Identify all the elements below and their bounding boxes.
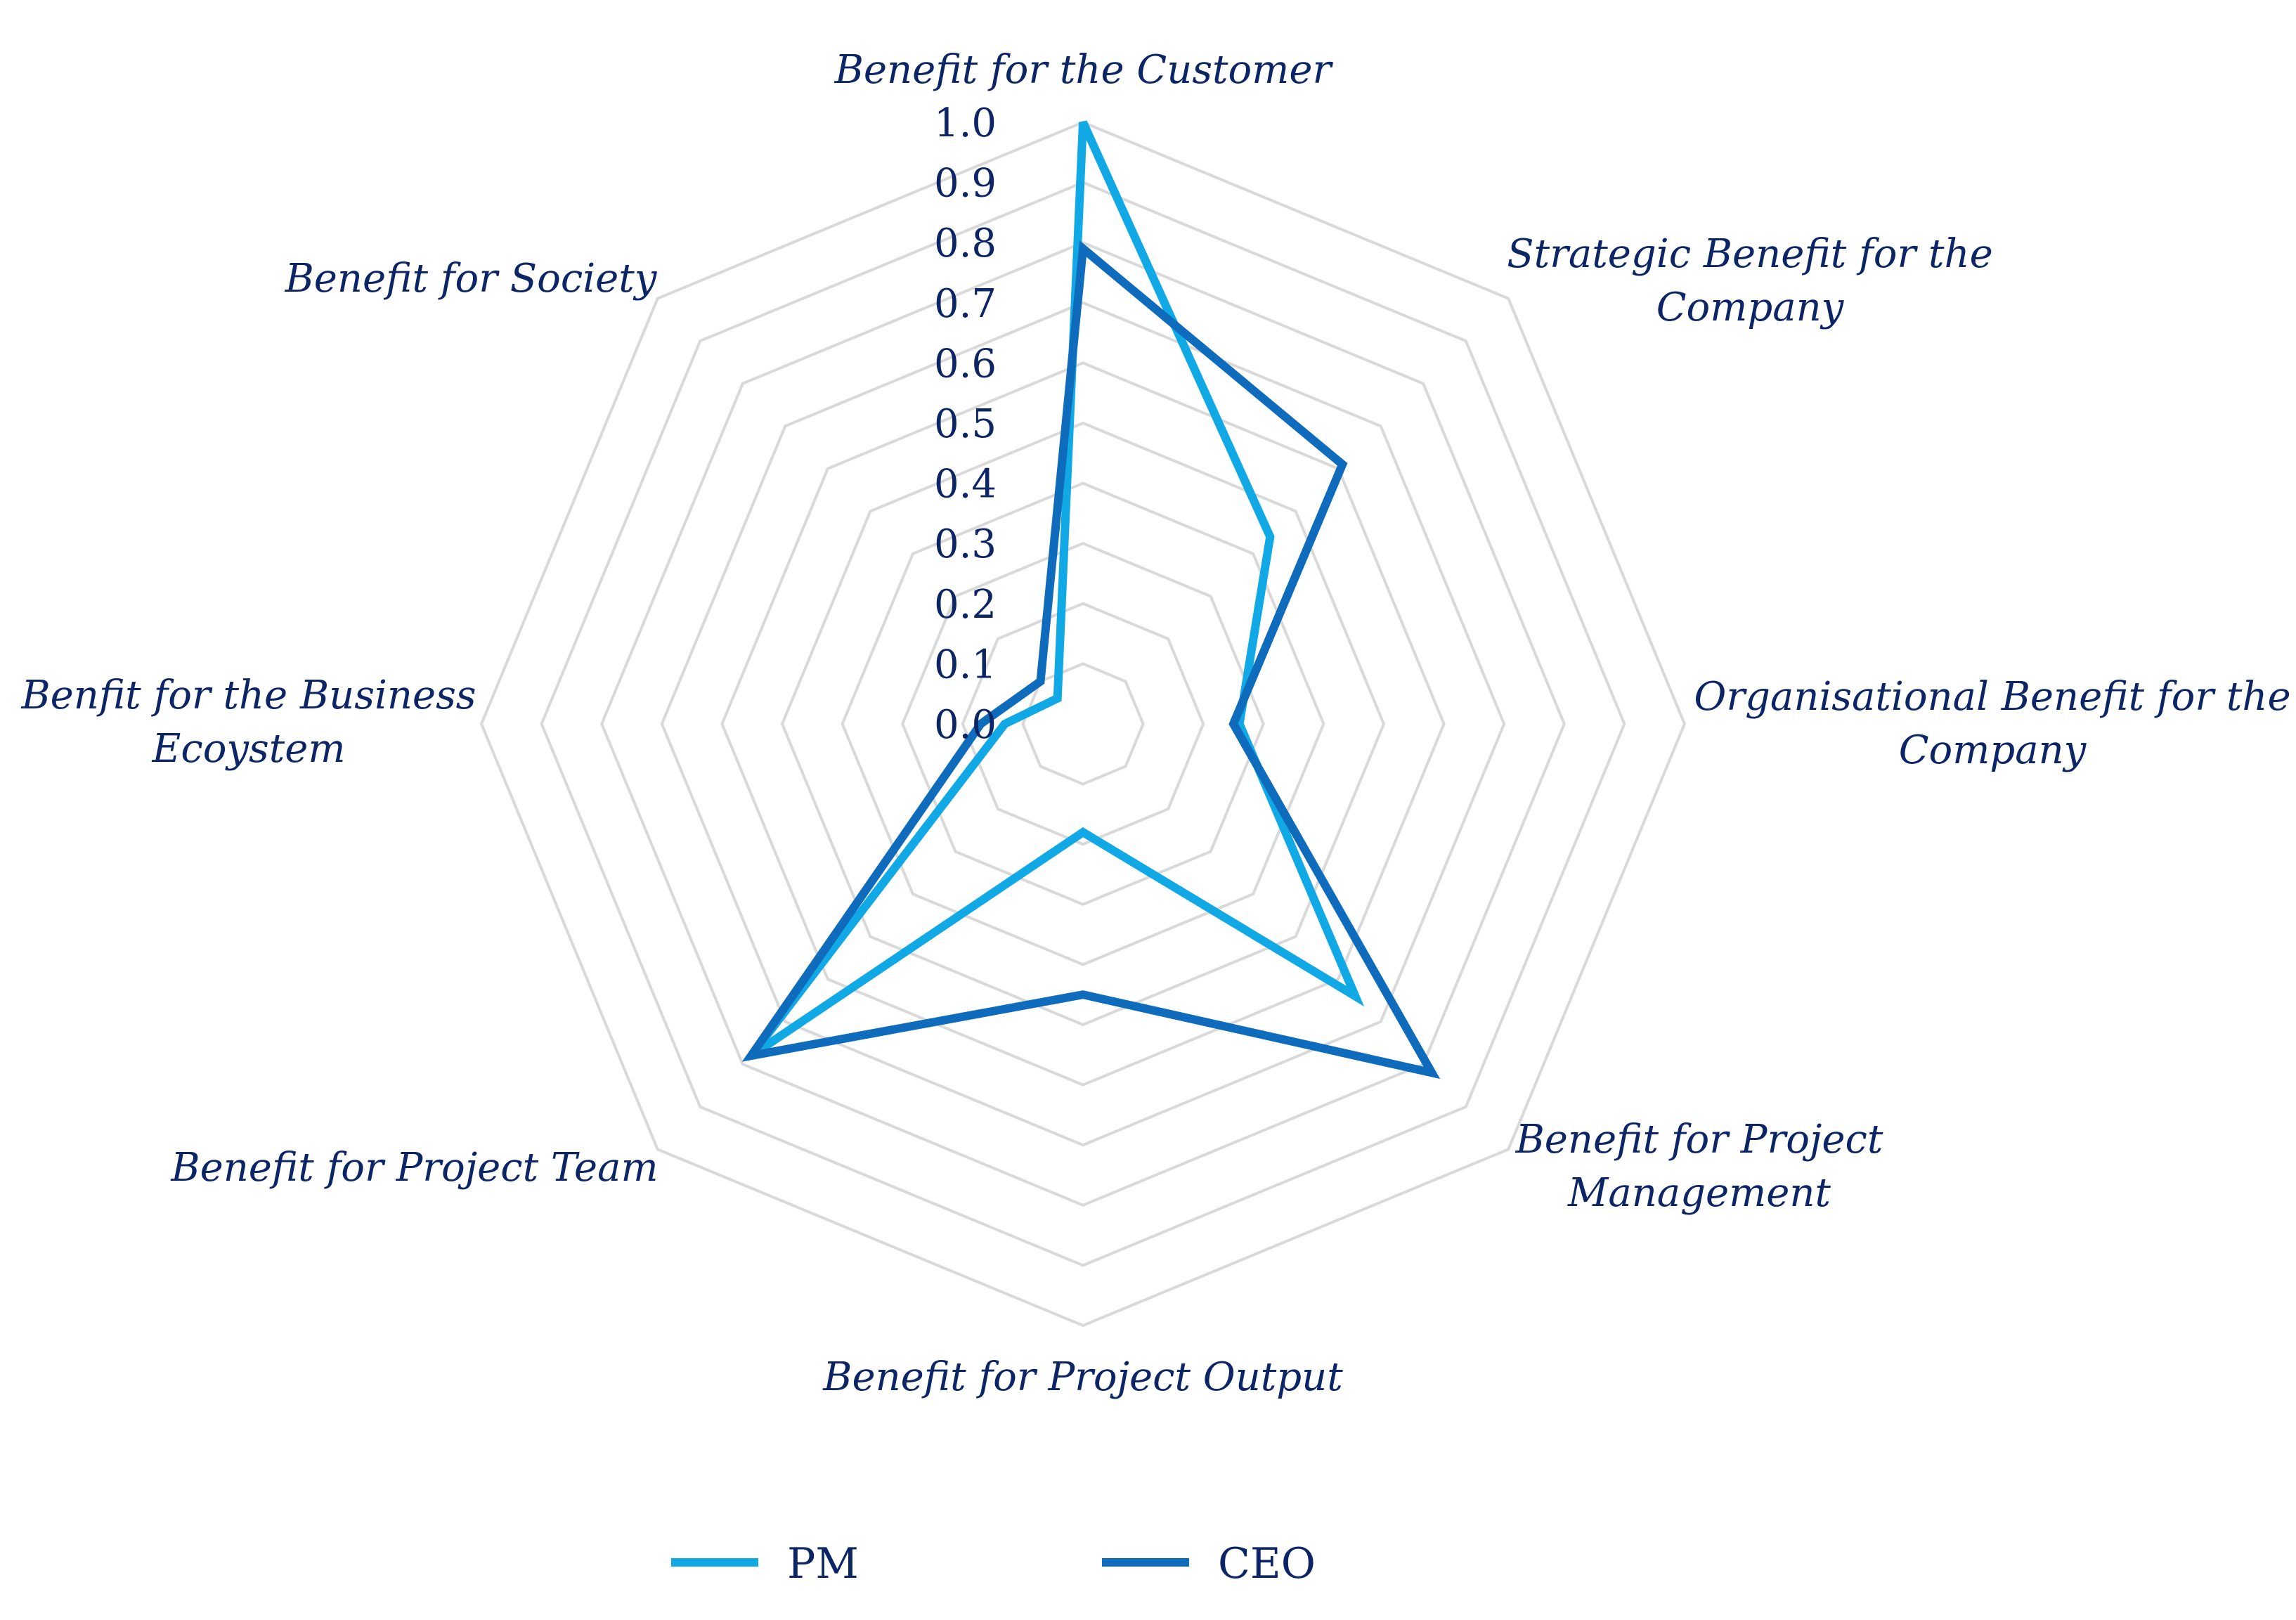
axis-label: Benefit for Society	[285, 256, 658, 302]
axis-labels: Benefit for the Customer Strategic Benefi…	[20, 47, 2290, 1400]
grid-ring	[1021, 662, 1145, 786]
tick-label: 1.0	[934, 101, 997, 146]
grid-ring	[841, 481, 1325, 966]
axis-label: Benefit for Project Management	[1515, 1117, 1883, 1216]
legend-label-pm: PM	[787, 1539, 859, 1588]
tick-label: 0.7	[934, 281, 997, 327]
tick-label: 0.6	[934, 341, 997, 387]
grid-ring	[540, 181, 1626, 1267]
tick-label: 0.9	[934, 161, 997, 207]
tick-label: 0.8	[934, 221, 997, 266]
grid-ring	[479, 120, 1687, 1328]
tick-label: 0.3	[934, 521, 997, 567]
series-pm-line	[748, 120, 1365, 1060]
grid-ring	[600, 241, 1566, 1207]
radial-tick-labels: 0.0 0.1 0.2 0.3 0.4 0.5 0.6 0.7 0.8 0.9 1.0	[934, 101, 997, 748]
grid-ring	[720, 361, 1446, 1087]
grid-ring	[961, 602, 1205, 846]
legend-label-ceo: CEO	[1218, 1539, 1316, 1588]
axis-label: Benfit for the Business Ecoystem	[20, 673, 476, 772]
axis-label: Strategic Benefit for the Company	[1507, 231, 1992, 330]
axis-label: Benefit for the Customer	[834, 47, 1334, 93]
legend: PM CEO	[671, 1539, 1316, 1588]
series-ceo-line	[741, 240, 1441, 1080]
series-layer	[741, 120, 1441, 1080]
axis-label: Benefit for Project Output	[822, 1354, 1343, 1400]
tick-label: 0.0	[934, 702, 997, 748]
tick-label: 0.5	[934, 401, 997, 447]
radar-grid	[479, 120, 1687, 1328]
axis-label: Organisational Benefit for the Company	[1694, 674, 2290, 773]
tick-label: 0.4	[934, 462, 997, 507]
tick-label: 0.1	[934, 642, 997, 687]
axis-label: Benefit for Project Team	[170, 1145, 658, 1191]
grid-ring	[780, 421, 1386, 1027]
tick-label: 0.2	[934, 582, 997, 628]
grid-ring	[901, 542, 1265, 906]
grid-ring	[660, 301, 1506, 1147]
